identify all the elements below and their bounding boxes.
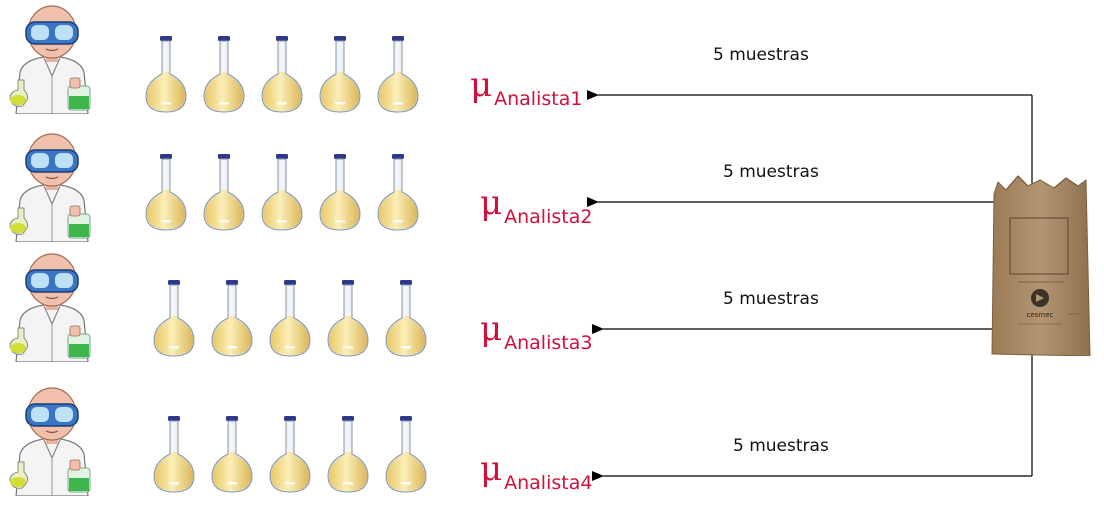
mu-subscript: Analista4 — [504, 472, 593, 494]
samples-label: 5 muestras — [733, 436, 829, 456]
bag-logo-text: cesmec — [1027, 311, 1054, 319]
volumetric-flask-icon — [153, 280, 195, 357]
volumetric-flask-icon — [327, 280, 369, 357]
volumetric-flask-icon — [377, 36, 419, 113]
volumetric-flask-icon — [211, 280, 253, 357]
volumetric-flask-icon — [261, 36, 303, 113]
mean-label-analista2: μ Analista2 — [480, 186, 592, 234]
mu-symbol: μ — [480, 183, 503, 223]
volumetric-flask-icon — [203, 154, 245, 231]
volumetric-flask-icon — [269, 280, 311, 357]
mu-symbol: μ — [480, 449, 503, 489]
analyst-row-4: μ Analista4 5 muestras — [0, 384, 1104, 512]
volumetric-flask-icon — [269, 416, 311, 493]
scientist-icon — [9, 133, 91, 242]
scientist-icon — [9, 5, 91, 114]
volumetric-flask-icon — [377, 154, 419, 231]
volumetric-flask-icon — [385, 416, 427, 493]
volumetric-flask-icon — [145, 154, 187, 231]
volumetric-flask-icon — [385, 280, 427, 357]
samples-label: 5 muestras — [723, 162, 819, 182]
mu-subscript: Analista3 — [504, 332, 593, 354]
analyst-row-2: μ Analista2 5 muestras — [0, 128, 1104, 256]
samples-label: 5 muestras — [713, 45, 809, 65]
mean-label-analista4: μ Analista4 — [480, 452, 592, 500]
mu-symbol: μ — [480, 309, 503, 349]
volumetric-flask-icon — [319, 154, 361, 231]
scientist-icon — [9, 253, 91, 362]
samples-label: 5 muestras — [723, 289, 819, 309]
mu-subscript: Analista1 — [494, 88, 583, 110]
paper-bag-icon: cesmec — [991, 175, 1091, 356]
volumetric-flask-icon — [327, 416, 369, 493]
mean-label-analista3: μ Analista3 — [480, 312, 592, 360]
volumetric-flask-icon — [145, 36, 187, 113]
volumetric-flask-icon — [319, 36, 361, 113]
mu-subscript: Analista2 — [504, 206, 593, 228]
scientist-icon — [9, 387, 91, 496]
mean-label-analista1: μ Analista1 — [470, 68, 582, 116]
mu-symbol: μ — [470, 65, 493, 105]
analyst-row-1: μ Analista1 5 muestras — [0, 0, 1104, 128]
volumetric-flask-icon — [211, 416, 253, 493]
volumetric-flask-icon — [203, 36, 245, 113]
analyst-row-3: μ Analista3 5 muestras — [0, 250, 1104, 378]
volumetric-flask-icon — [153, 416, 195, 493]
volumetric-flask-icon — [261, 154, 303, 231]
